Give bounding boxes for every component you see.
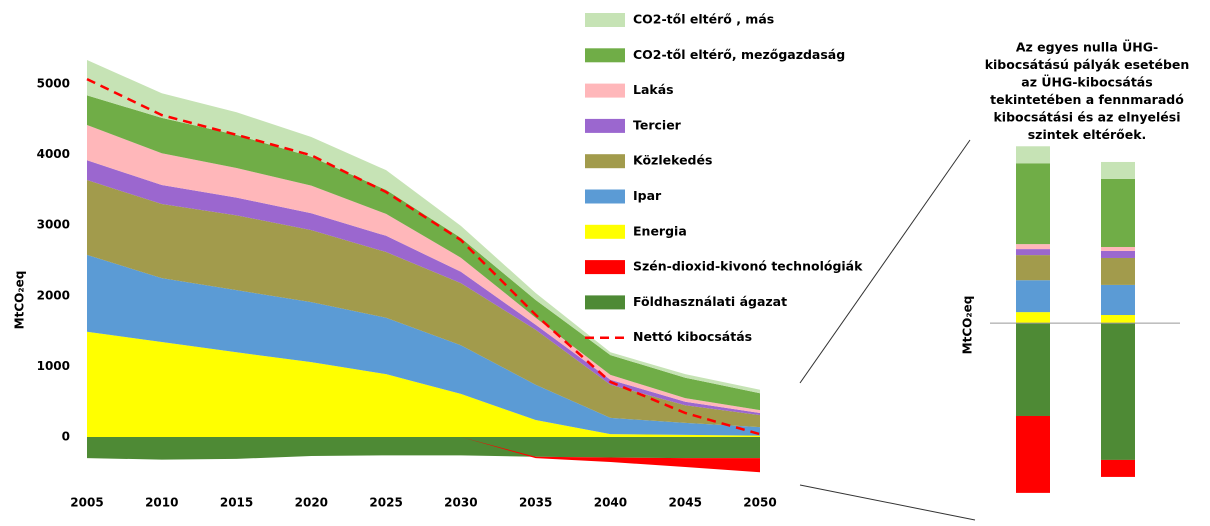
bar-segment: [1016, 312, 1050, 324]
bar-segment: [1101, 161, 1135, 179]
bar-segment: [1016, 415, 1050, 493]
legend-label: Földhasználati ágazat: [633, 294, 787, 309]
x-tick-label: 2010: [145, 496, 178, 510]
annotation: tekintetében a fennmaradó: [990, 92, 1184, 107]
annotation: az ÜHG-kibocsátás: [1021, 75, 1152, 90]
legend-swatch: [585, 295, 625, 310]
x-tick-label: 2035: [519, 496, 552, 510]
zoom-line: [799, 139, 971, 384]
x-tick-label: 2025: [369, 496, 402, 510]
x-tick-label: 2050: [743, 496, 776, 510]
legend-swatch: [585, 189, 625, 204]
y-tick-label: 0: [62, 429, 70, 443]
legend-label: Energia: [633, 223, 687, 238]
y-tick-label: 5000: [37, 77, 70, 91]
zoom-line: [799, 484, 976, 521]
bar-segment: [1016, 280, 1050, 313]
legend-label: Nettó kibocsátás: [633, 329, 752, 344]
area: [87, 124, 760, 413]
legend-label: CO2-től eltérő , más: [633, 12, 774, 27]
y-tick-label: 3000: [37, 218, 70, 232]
legend-swatch: [585, 48, 625, 63]
bar-segment: [1101, 178, 1135, 247]
area: [87, 60, 760, 394]
area: [87, 180, 760, 428]
x-tick-label: 2030: [444, 496, 477, 510]
y-axis-label: MtCO₂eq: [13, 271, 27, 330]
legend-label: Ipar: [633, 188, 662, 203]
legend-label: CO2-től eltérő, mezőgazdaság: [633, 47, 845, 62]
legend-swatch: [585, 260, 625, 275]
legend-swatch: [585, 13, 625, 27]
legend-label: Tercier: [633, 117, 682, 132]
inset-y-axis-label: MtCO₂eq: [961, 296, 975, 355]
bar-segment: [1101, 323, 1135, 460]
area: [87, 95, 760, 411]
area: [87, 436, 760, 460]
bar-segment: [1016, 323, 1050, 416]
annotation: kibocsátási és az elnyelési: [993, 110, 1180, 125]
legend-label: Szén-dioxid-kivonó technológiák: [633, 259, 863, 274]
legend-swatch: [585, 83, 625, 98]
legend-swatch: [585, 154, 625, 169]
bar-segment: [1101, 459, 1135, 477]
bar-segment: [1016, 244, 1050, 250]
y-tick-label: 1000: [37, 359, 70, 373]
bar-segment: [1016, 163, 1050, 245]
x-tick-label: 2040: [594, 496, 627, 510]
x-tick-label: 2005: [70, 496, 103, 510]
bar-segment: [1101, 246, 1135, 251]
area: [87, 254, 760, 436]
legend-label: Lakás: [633, 82, 674, 97]
bar-segment: [1016, 255, 1050, 281]
net-line: [86, 77, 761, 436]
x-tick-label: 2045: [669, 496, 702, 510]
bar-segment: [1016, 249, 1050, 256]
legend-swatch: [585, 224, 625, 239]
annotation: szintek eltérőek.: [1028, 127, 1147, 142]
x-tick-label: 2015: [220, 496, 253, 510]
annotation: Az egyes nulla ÜHG-: [1016, 40, 1158, 55]
y-tick-label: 2000: [37, 288, 70, 302]
bar-segment: [1101, 250, 1135, 258]
bar-segment: [1101, 284, 1135, 316]
area: [87, 160, 760, 416]
annotation: kibocsátású pályák esetében: [985, 57, 1190, 72]
bar-segment: [1101, 257, 1135, 285]
bar-segment: [1101, 315, 1135, 324]
bar-segment: [1016, 146, 1050, 164]
area: [87, 331, 760, 437]
legend-label: Közlekedés: [633, 153, 712, 168]
legend-swatch: [585, 118, 625, 133]
x-tick-label: 2020: [295, 496, 328, 510]
y-tick-label: 4000: [37, 147, 70, 161]
